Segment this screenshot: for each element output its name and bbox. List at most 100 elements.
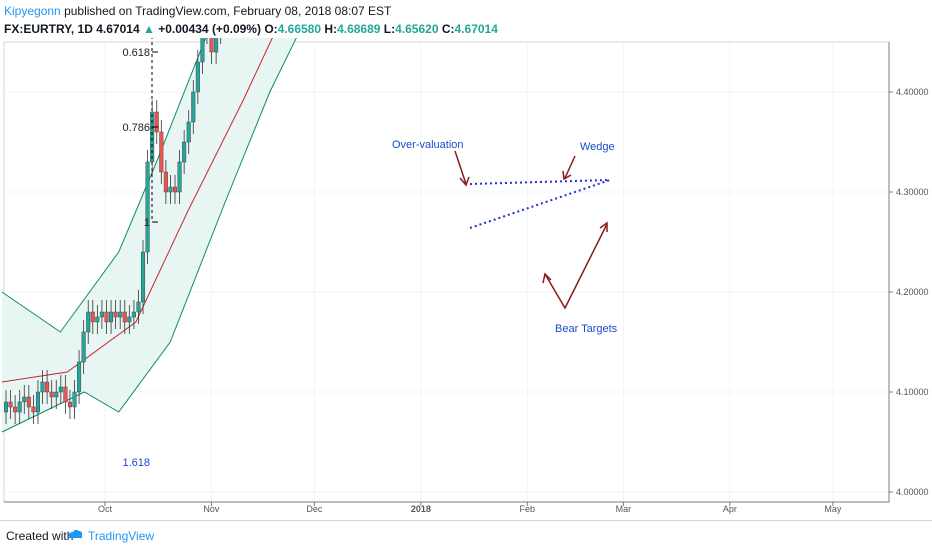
candle-body <box>186 121 191 143</box>
price-chart[interactable]: 4.608574.495404.67014 00.2360.3820.50.61… <box>0 38 932 520</box>
low-label: L: <box>383 22 396 36</box>
candle-body <box>177 161 182 193</box>
candle-body <box>182 141 187 163</box>
close-label: C: <box>441 22 455 36</box>
candle-body <box>22 396 27 403</box>
last-price: 4.67014 <box>96 22 140 36</box>
candle-body <box>168 186 173 193</box>
candle-body <box>150 111 155 163</box>
high-label: H: <box>324 22 338 36</box>
fib-label: 1 <box>144 217 150 229</box>
lower-band <box>1 38 297 433</box>
fib-label: 1.618 <box>122 457 150 469</box>
wedge-upper-line <box>469 179 611 185</box>
candle-body <box>86 311 91 333</box>
x-tick-label: 2018 <box>411 504 431 514</box>
candle-body <box>95 316 100 323</box>
price-change: +0.00434 (+0.09%) <box>158 22 261 36</box>
candle-body <box>67 401 72 408</box>
candle-body <box>13 406 18 413</box>
y-axis[interactable]: 4.000004.100004.200004.300004.400004.500… <box>888 38 929 502</box>
candle-body <box>49 391 54 398</box>
candle-body <box>40 381 45 393</box>
candle-body <box>214 38 219 53</box>
annotation-over-valuation: Over-valuation <box>392 139 464 151</box>
candle-body <box>17 401 22 413</box>
candle-body <box>154 111 159 133</box>
annotation-bear-targets: Bear Targets <box>555 323 618 335</box>
candle-body <box>209 38 214 53</box>
candle-body <box>104 311 109 323</box>
fib-label: 0.618 <box>122 47 150 59</box>
up-arrow-icon: ▲ <box>142 22 155 36</box>
x-tick-label: Apr <box>723 504 737 514</box>
candle-body <box>99 311 104 318</box>
candle-body <box>8 401 13 408</box>
y-tick-label: 4.40000 <box>896 87 929 97</box>
candle-body <box>77 361 82 393</box>
candle-body <box>3 401 8 413</box>
symbol-name: FX:EURTRY, 1D <box>4 22 93 36</box>
open-value: 4.66580 <box>277 22 322 36</box>
candle-body <box>113 311 118 318</box>
bear-arrowhead-left <box>542 272 552 284</box>
created-with-text: Created with <box>6 529 74 543</box>
candle-body <box>122 311 127 323</box>
bear-arrowhead-right <box>599 221 608 232</box>
candle-body <box>109 311 114 323</box>
candle-body <box>31 406 36 413</box>
over-valuation-arrow <box>454 150 467 185</box>
y-tick-label: 4.20000 <box>896 287 929 297</box>
candle-body <box>163 171 168 193</box>
candle-body <box>159 131 164 173</box>
grid <box>4 42 889 502</box>
tradingview-logo-icon[interactable] <box>66 527 84 541</box>
y-tick-label: 4.10000 <box>896 387 929 397</box>
footer: Created with TradingView <box>0 520 932 551</box>
close-value: 4.67014 <box>454 22 498 36</box>
candle-body <box>118 311 123 318</box>
publish-info: Kipyegonn published on TradingView.com, … <box>4 4 391 18</box>
candle-body <box>127 316 132 323</box>
candle-body <box>131 311 136 318</box>
x-tick-label: Nov <box>203 504 220 514</box>
candle-body <box>145 161 150 253</box>
basis-ma <box>1 38 273 383</box>
wedge-arrowhead <box>562 170 572 181</box>
candle-body <box>63 386 68 403</box>
candle-body <box>136 301 141 313</box>
bear-targets-arrows <box>544 223 608 310</box>
annotations: Over-valuation Wedge Bear Targets <box>392 139 618 335</box>
open-label: O: <box>264 22 278 36</box>
high-value: 4.68689 <box>337 22 381 36</box>
candle-body <box>191 91 196 123</box>
upper-band <box>1 38 207 333</box>
symbol-info: FX:EURTRY, 1D 4.67014 ▲ +0.00434 (+0.09%… <box>4 22 498 36</box>
candle-body <box>58 386 63 393</box>
wedge-arrow <box>564 155 576 179</box>
author-name[interactable]: Kipyegonn <box>4 4 61 18</box>
annotation-wedge: Wedge <box>580 141 615 153</box>
candle-body <box>195 61 200 93</box>
candle-body <box>54 391 59 398</box>
tradingview-brand[interactable]: TradingView <box>88 529 155 543</box>
low-value: 4.65620 <box>395 22 439 36</box>
candle-body <box>173 186 178 193</box>
y-tick-label: 4.00000 <box>896 487 929 497</box>
over-valuation-arrowhead <box>459 176 470 187</box>
candle-body <box>81 331 86 363</box>
candle-body <box>26 396 31 408</box>
x-tick-label: Mar <box>616 504 632 514</box>
candle-body <box>72 391 77 408</box>
x-tick-label: Feb <box>520 504 536 514</box>
x-tick-label: May <box>824 504 842 514</box>
x-tick-label: Dec <box>306 504 323 514</box>
y-tick-label: 4.30000 <box>896 187 929 197</box>
x-tick-label: Oct <box>98 504 113 514</box>
candle-body <box>200 38 205 63</box>
candles <box>3 38 222 424</box>
fib-label: 0.786 <box>122 122 150 134</box>
candle-body <box>35 391 40 413</box>
x-axis[interactable]: Oct Nov Dec 2018 Feb Mar Apr May <box>4 501 889 514</box>
candle-body <box>141 251 146 303</box>
